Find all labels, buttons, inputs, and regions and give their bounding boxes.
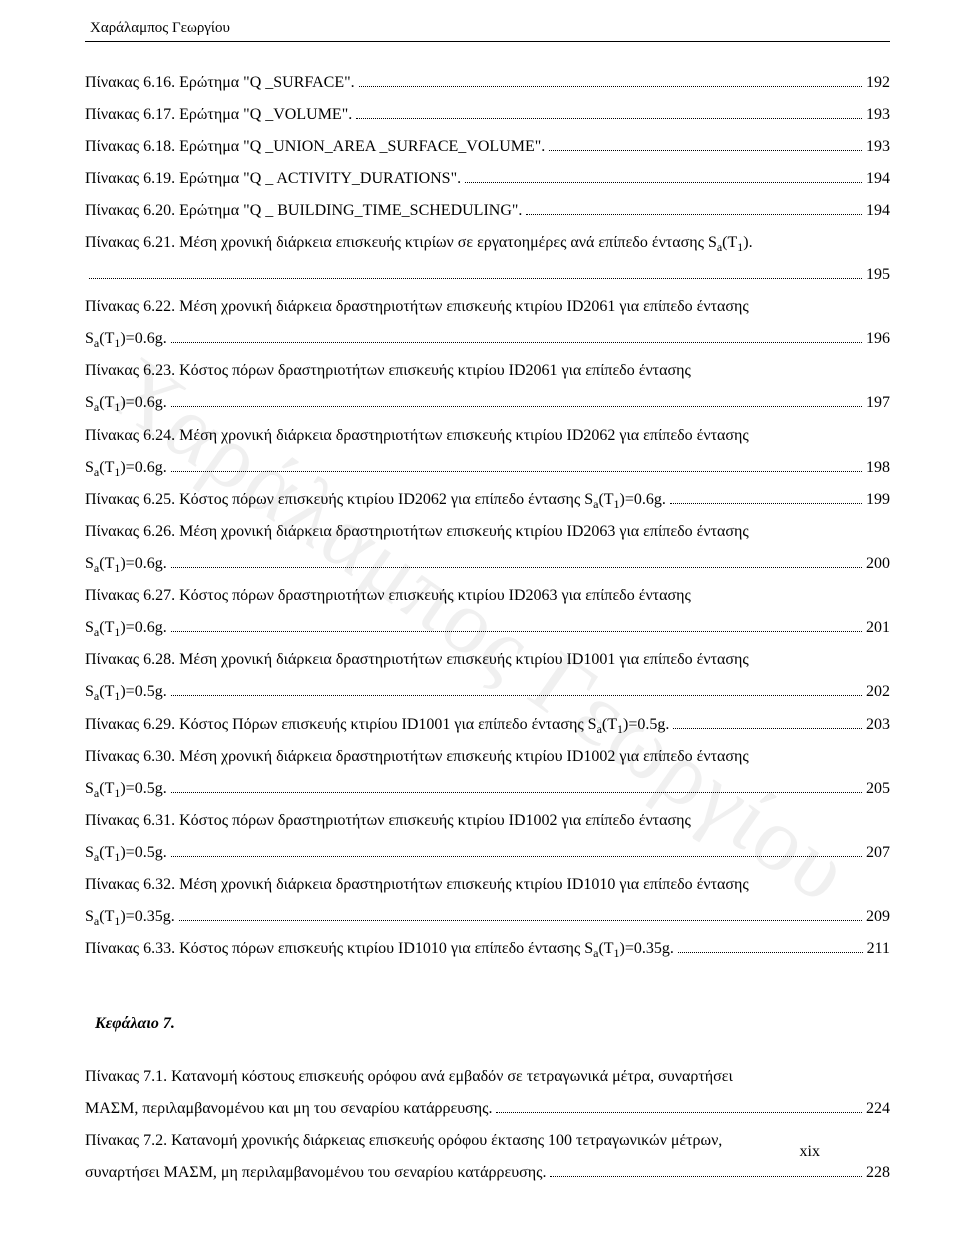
toc-page-number: 198 [866, 452, 890, 484]
toc-entry-continuation: ΜΑΣΜ, περιλαμβανομένου και μη του σεναρί… [85, 1093, 890, 1125]
toc-entry: Πίνακας 6.28. Μέση χρονική διάρκεια δρασ… [85, 644, 890, 676]
page-number: xix [800, 1143, 820, 1161]
toc-page-number: 197 [866, 387, 890, 419]
toc-entry: Πίνακας 6.20. Ερώτημα "Q _ BUILDING_TIME… [85, 195, 890, 227]
toc-page-number: 199 [866, 484, 890, 516]
toc-page-number: 194 [866, 195, 890, 227]
toc-entry-continuation: Sa(T1)=0.35g. 209 [85, 901, 890, 933]
toc-page-number: 193 [866, 99, 890, 131]
toc-entry: Πίνακας 6.25. Κόστος πόρων επισκευής κτι… [85, 484, 890, 516]
toc-page-number: 228 [866, 1157, 890, 1189]
toc-page-number: 209 [866, 901, 890, 933]
toc-chapter-6: Πίνακας 6.16. Ερώτημα "Q _SURFACE". 192Π… [85, 67, 890, 965]
toc-entry: Πίνακας 6.23. Κόστος πόρων δραστηριοτήτω… [85, 355, 890, 387]
header-author: Χαράλαμπος Γεωργίου [90, 20, 890, 37]
toc-entry: Πίνακας 6.19. Ερώτημα "Q _ ACTIVITY_DURA… [85, 163, 890, 195]
toc-entry: Πίνακας 6.31. Κόστος πόρων δραστηριοτήτω… [85, 805, 890, 837]
toc-entry: Πίνακας 6.33. Κόστος πόρων επισκευής κτι… [85, 933, 890, 965]
toc-entry-continuation: Sa(T1)=0.6g. 198 [85, 452, 890, 484]
toc-entry: Πίνακας 6.30. Μέση χρονική διάρκεια δρασ… [85, 741, 890, 773]
chapter-7-heading: Κεφάλαιο 7. [95, 1015, 890, 1033]
toc-entry-continuation: Sa(T1)=0.5g. 207 [85, 837, 890, 869]
toc-entry: Πίνακας 6.16. Ερώτημα "Q _SURFACE". 192 [85, 67, 890, 99]
toc-page-number: 195 [866, 259, 890, 291]
toc-entry-continuation: συναρτήσει ΜΑΣΜ, μη περιλαμβανομένου του… [85, 1157, 890, 1189]
toc-entry: Πίνακας 6.21. Μέση χρονική διάρκεια επισ… [85, 227, 890, 259]
toc-entry: Πίνακας 6.27. Κόστος πόρων δραστηριοτήτω… [85, 580, 890, 612]
toc-entry-continuation: Sa(T1)=0.6g. 196 [85, 323, 890, 355]
toc-page-number: 202 [866, 676, 890, 708]
toc-entry-continuation: Sa(T1)=0.5g. 202 [85, 676, 890, 708]
toc-entry-continuation: Sa(T1)=0.5g. 205 [85, 773, 890, 805]
toc-entry: Πίνακας 7.2. Κατανομή χρονικής διάρκειας… [85, 1125, 890, 1157]
toc-page-number: 196 [866, 323, 890, 355]
toc-entry: Πίνακας 7.1. Κατανομή κόστους επισκευής … [85, 1061, 890, 1093]
toc-chapter-7: Πίνακας 7.1. Κατανομή κόστους επισκευής … [85, 1061, 890, 1189]
toc-page-number: 193 [866, 131, 890, 163]
toc-entry: Πίνακας 6.18. Ερώτημα "Q _UNION_AREA _SU… [85, 131, 890, 163]
toc-page-number: 192 [866, 67, 890, 99]
toc-entry: Πίνακας 6.24. Μέση χρονική διάρκεια δρασ… [85, 420, 890, 452]
toc-page-number: 203 [866, 709, 890, 741]
toc-page-number: 207 [866, 837, 890, 869]
toc-entry: Πίνακας 6.29. Κόστος Πόρων επισκευής κτι… [85, 709, 890, 741]
toc-entry: Πίνακας 6.17. Ερώτημα "Q _VOLUME". 193 [85, 99, 890, 131]
toc-page-number: 224 [866, 1093, 890, 1125]
toc-page-number: 200 [866, 548, 890, 580]
toc-entry-continuation: Sa(T1)=0.6g. 201 [85, 612, 890, 644]
toc-entry-continuation: 195 [85, 259, 890, 291]
toc-entry: Πίνακας 6.22. Μέση χρονική διάρκεια δρασ… [85, 291, 890, 323]
toc-entry: Πίνακας 6.26. Μέση χρονική διάρκεια δρασ… [85, 516, 890, 548]
toc-page-number: 205 [866, 773, 890, 805]
toc-page-number: 194 [866, 163, 890, 195]
toc-entry: Πίνακας 6.32. Μέση χρονική διάρκεια δρασ… [85, 869, 890, 901]
toc-entry-continuation: Sa(T1)=0.6g. 200 [85, 548, 890, 580]
toc-entry-continuation: Sa(T1)=0.6g. 197 [85, 387, 890, 419]
header-rule [85, 41, 890, 42]
toc-page-number: 201 [866, 612, 890, 644]
toc-page-number: 211 [867, 933, 890, 965]
